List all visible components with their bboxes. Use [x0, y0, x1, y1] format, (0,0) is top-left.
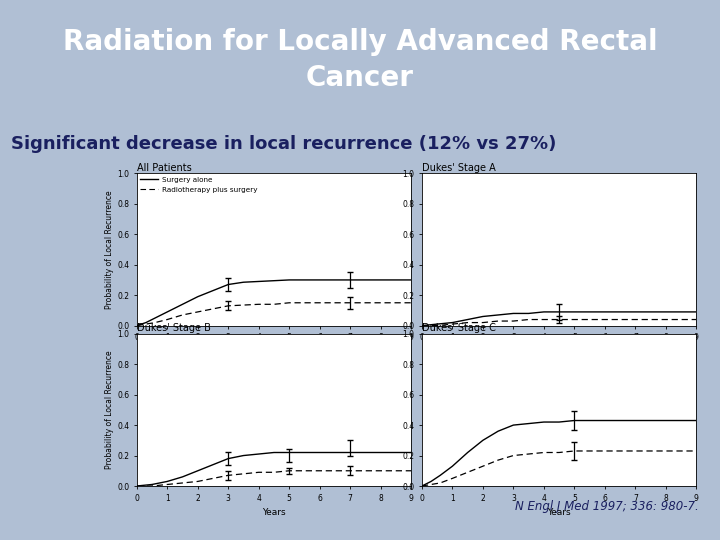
Text: All Patients: All Patients — [137, 163, 192, 173]
Text: Significant decrease in local recurrence (12% vs 27%): Significant decrease in local recurrence… — [11, 135, 556, 153]
Text: Dukes' Stage C: Dukes' Stage C — [422, 323, 496, 333]
X-axis label: Years: Years — [547, 508, 571, 517]
Y-axis label: Probability of Local Recurrence: Probability of Local Recurrence — [105, 350, 114, 469]
Text: Radiation for Locally Advanced Rectal
Cancer: Radiation for Locally Advanced Rectal Ca… — [63, 28, 657, 92]
Legend: Surgery alone, Radiotherapy plus surgery: Surgery alone, Radiotherapy plus surgery — [140, 177, 258, 193]
X-axis label: Years: Years — [262, 508, 286, 517]
Text: N Engl J Med 1997; 336: 980-7.: N Engl J Med 1997; 336: 980-7. — [515, 500, 698, 513]
Text: Dukes' Stage B: Dukes' Stage B — [137, 323, 211, 333]
Y-axis label: Probability of Local Recurrence: Probability of Local Recurrence — [105, 190, 114, 309]
Text: Dukes' Stage A: Dukes' Stage A — [422, 163, 495, 173]
